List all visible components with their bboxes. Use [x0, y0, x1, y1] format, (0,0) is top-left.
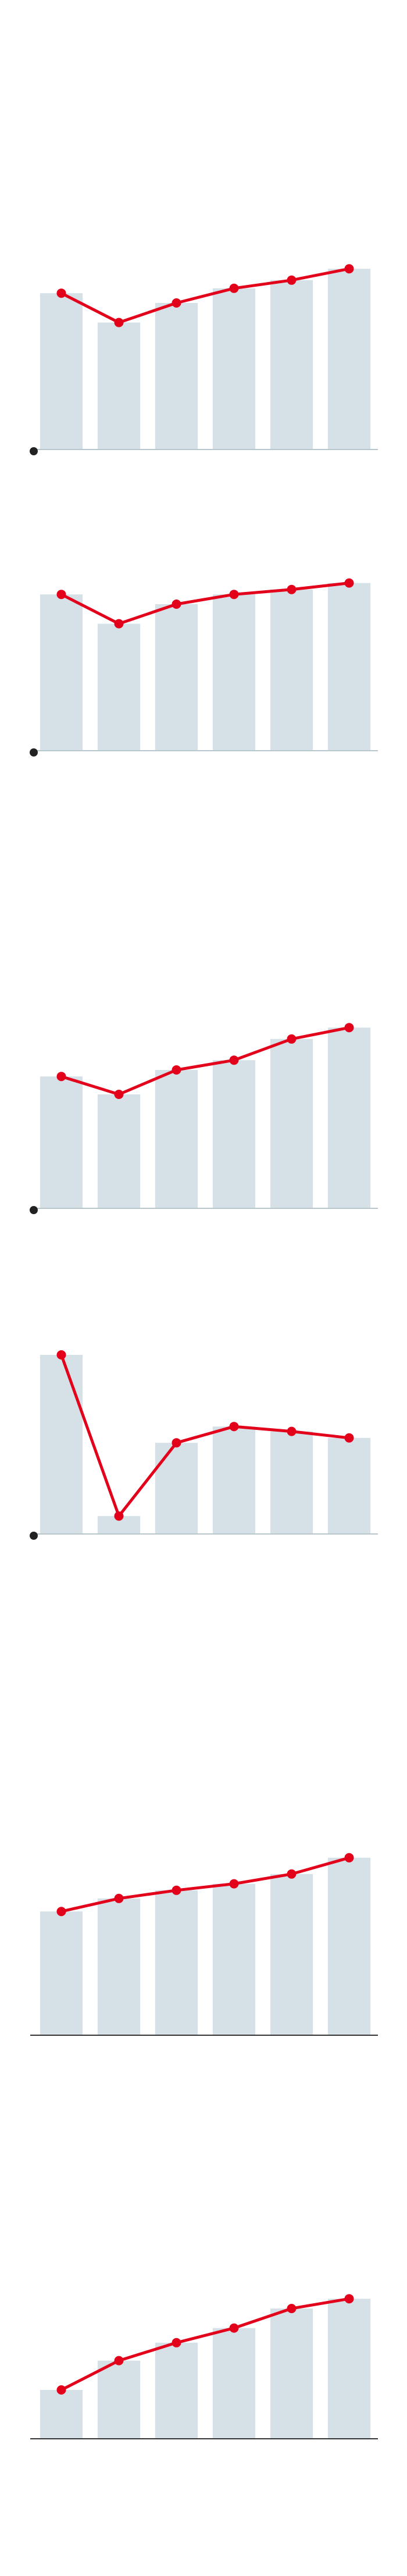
point [287, 1869, 297, 1879]
point [172, 1438, 181, 1448]
origin-dot [30, 748, 38, 757]
bar [212, 1060, 256, 1208]
line [60, 581, 349, 626]
bar [155, 2342, 198, 2439]
bar [155, 1890, 198, 2035]
point [344, 1433, 354, 1443]
bar [40, 1911, 83, 2035]
bar [155, 1443, 198, 1534]
bar [40, 293, 83, 449]
bar [327, 1437, 371, 1534]
bar [97, 2360, 141, 2439]
line [60, 267, 349, 324]
point [114, 1511, 124, 1521]
point [114, 619, 124, 629]
bar [270, 1431, 313, 1534]
point [56, 2385, 66, 2395]
bar [97, 1094, 141, 1208]
point [172, 1065, 181, 1075]
point [114, 2356, 124, 2366]
origin-dot [30, 1532, 38, 1540]
origin-dot [30, 447, 38, 455]
point [344, 1853, 354, 1863]
point [56, 590, 66, 600]
point [229, 2323, 239, 2333]
bar [40, 1355, 83, 1534]
point [114, 1090, 124, 1099]
bar [40, 2390, 83, 2439]
point [172, 1885, 181, 1895]
point [344, 264, 354, 274]
bar [270, 589, 313, 751]
bar [327, 2299, 371, 2439]
bar [40, 1076, 83, 1208]
bar [270, 1874, 313, 2035]
bar [97, 1898, 141, 2035]
point [229, 283, 239, 293]
point [344, 578, 354, 588]
line [60, 1026, 349, 1096]
bar [97, 623, 141, 751]
point [56, 1350, 66, 1360]
line [60, 1856, 350, 1913]
point [229, 1879, 239, 1889]
point [172, 600, 181, 609]
point [56, 1907, 66, 1917]
point [287, 2304, 297, 2313]
bar [270, 1039, 313, 1208]
bar [155, 303, 198, 449]
point [287, 1034, 297, 1044]
point [229, 1422, 239, 1432]
bar [327, 269, 371, 449]
bar [97, 322, 141, 449]
bar [155, 1070, 198, 1208]
point [56, 1072, 66, 1082]
bar [327, 1857, 371, 2035]
point [172, 2338, 181, 2347]
point [229, 1055, 239, 1065]
bar [212, 288, 256, 449]
point [344, 2294, 354, 2304]
point [56, 288, 66, 298]
bar [212, 594, 256, 751]
point [287, 275, 297, 285]
point [287, 1426, 297, 1436]
bar [327, 583, 371, 751]
line [60, 1354, 349, 1518]
point [114, 317, 124, 327]
bar [40, 594, 83, 751]
bar [270, 2309, 313, 2439]
origin-dot [30, 1206, 38, 1214]
point [287, 584, 297, 594]
line [60, 2297, 349, 2392]
bar [212, 1883, 256, 2035]
point [229, 590, 239, 600]
point [172, 298, 181, 308]
point [344, 1023, 354, 1033]
bar [212, 2328, 256, 2439]
bar [270, 280, 313, 449]
bar [155, 604, 198, 751]
bar [212, 1426, 256, 1534]
point [114, 1893, 124, 1903]
bar [327, 1027, 371, 1208]
